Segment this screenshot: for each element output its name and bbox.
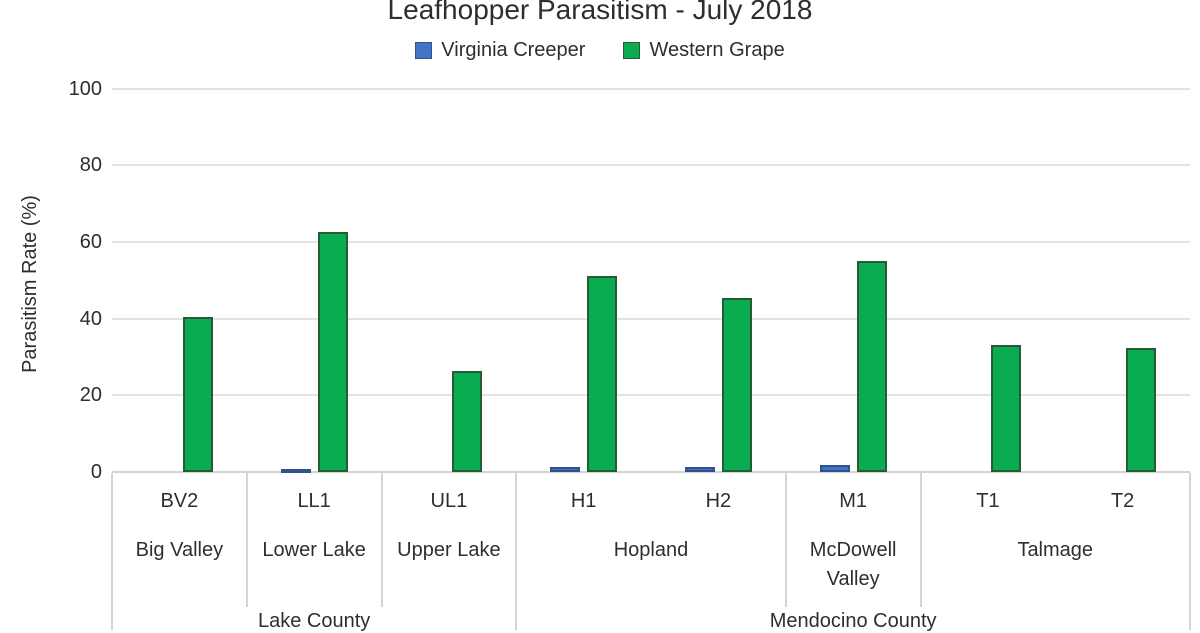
- bar-virginia-creeper-m1: [819, 464, 850, 472]
- x-axis-location-label: Talmage: [1017, 539, 1094, 561]
- y-axis-title: Parasitism Rate (%): [19, 195, 41, 373]
- axis-divider-location: [380, 473, 383, 607]
- legend-swatch-virginia-creeper: [415, 41, 433, 59]
- x-axis-location-label: Lower Lake: [262, 539, 366, 561]
- x-axis-site-label: T2: [1110, 490, 1135, 512]
- gridline: [112, 394, 1190, 397]
- x-axis-location-label: Hopland: [613, 539, 689, 561]
- bar-western-grape-m1: [856, 261, 887, 472]
- legend-label-virginia-creeper: Virginia Creeper: [441, 38, 586, 61]
- bar-western-grape-bv2: [182, 316, 213, 472]
- gridline: [112, 164, 1190, 167]
- bar-western-grape-t2: [1126, 348, 1157, 472]
- x-axis-location-label: Big Valley: [135, 539, 224, 561]
- bar-western-grape-t1: [991, 345, 1022, 472]
- x-axis-site-label: H2: [705, 490, 732, 512]
- x-axis-line: [112, 471, 1190, 473]
- y-tick-label: 100: [68, 77, 102, 100]
- x-axis-county-label: Lake County: [257, 610, 371, 632]
- x-axis-location-label: Upper Lake: [397, 539, 501, 561]
- x-axis-site-label: LL1: [297, 490, 331, 512]
- x-axis-county-label: Mendocino County: [769, 610, 937, 632]
- gridline: [112, 317, 1190, 320]
- y-tick-label: 20: [79, 384, 102, 407]
- axis-divider-location: [245, 473, 248, 607]
- legend-label-western-grape: Western Grape: [649, 38, 785, 61]
- legend-item-virginia-creeper: Virginia Creeper: [415, 39, 585, 62]
- x-axis-site-label: BV2: [160, 490, 199, 512]
- y-tick-label: 0: [90, 461, 102, 483]
- axis-divider-county: [111, 473, 113, 630]
- x-axis-site-label: H1: [570, 490, 597, 512]
- chart-title: Leafhopper Parasitism - July 2018: [387, 0, 813, 25]
- axis-divider-location: [784, 473, 787, 607]
- legend-item-western-grape: Western Grape: [623, 38, 785, 62]
- bar-western-grape-h2: [721, 298, 752, 472]
- x-axis-site-label: M1: [839, 490, 868, 512]
- bar-virginia-creeper-ll1: [280, 468, 311, 473]
- gridline: [112, 240, 1190, 243]
- legend-swatch-western-grape: [623, 41, 641, 59]
- axis-divider-location: [919, 473, 922, 607]
- bar-western-grape-ll1: [317, 232, 348, 472]
- x-axis-site-label: T1: [976, 490, 1000, 512]
- y-tick-label: 60: [79, 230, 102, 253]
- bar-western-grape-ul1: [452, 371, 483, 472]
- y-tick-label: 80: [79, 154, 102, 177]
- bar-virginia-creeper-h1: [550, 467, 581, 472]
- x-axis-location-label: McDowell Valley: [809, 539, 897, 590]
- axis-divider-county: [515, 473, 518, 630]
- x-axis-site-label: UL1: [430, 490, 468, 512]
- y-tick-label: 40: [79, 307, 102, 330]
- bar-western-grape-h1: [587, 276, 618, 472]
- axis-divider-county: [1189, 473, 1191, 630]
- legend: Virginia Creeper Western Grape: [0, 37, 1200, 63]
- bar-virginia-creeper-h2: [684, 467, 715, 472]
- gridline: [112, 87, 1190, 90]
